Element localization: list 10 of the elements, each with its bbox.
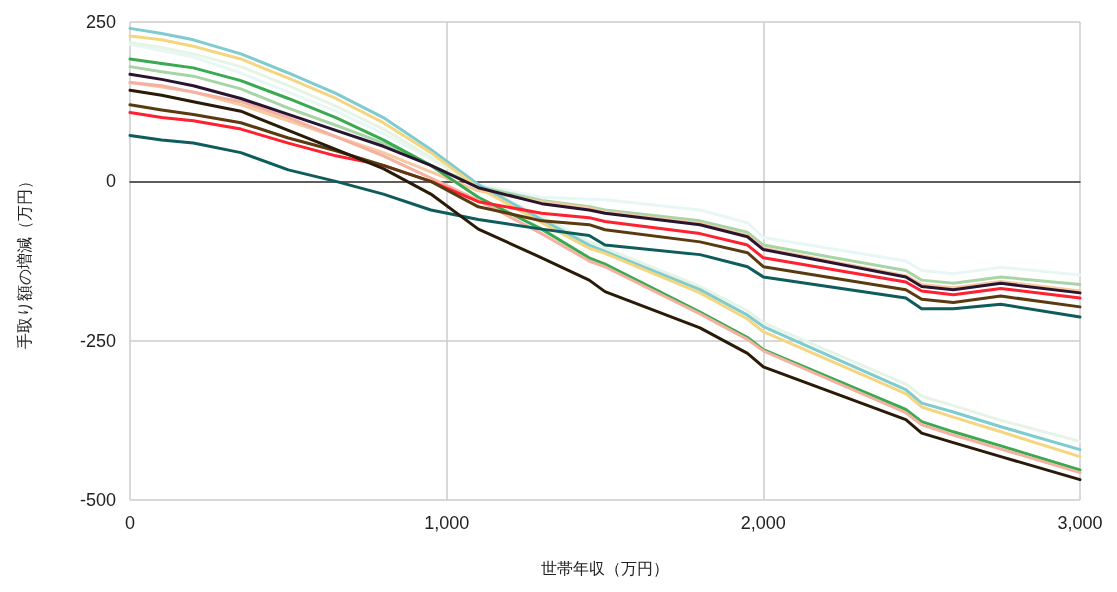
- x-tick-label: 0: [124, 513, 136, 533]
- y-axis-title: 手取り額の増減（万円）: [14, 173, 34, 349]
- x-tick-label: 1,000: [424, 513, 470, 533]
- x-axis-title: 世帯年収（万円）: [541, 558, 669, 578]
- x-tick-label: 2,000: [740, 513, 786, 533]
- x-tick-label: 3,000: [1057, 513, 1103, 533]
- y-tick-label: -500: [79, 490, 116, 510]
- y-tick-label: 250: [85, 12, 116, 32]
- y-tick-label: -250: [79, 330, 116, 351]
- y-tick-label: 0: [105, 171, 116, 192]
